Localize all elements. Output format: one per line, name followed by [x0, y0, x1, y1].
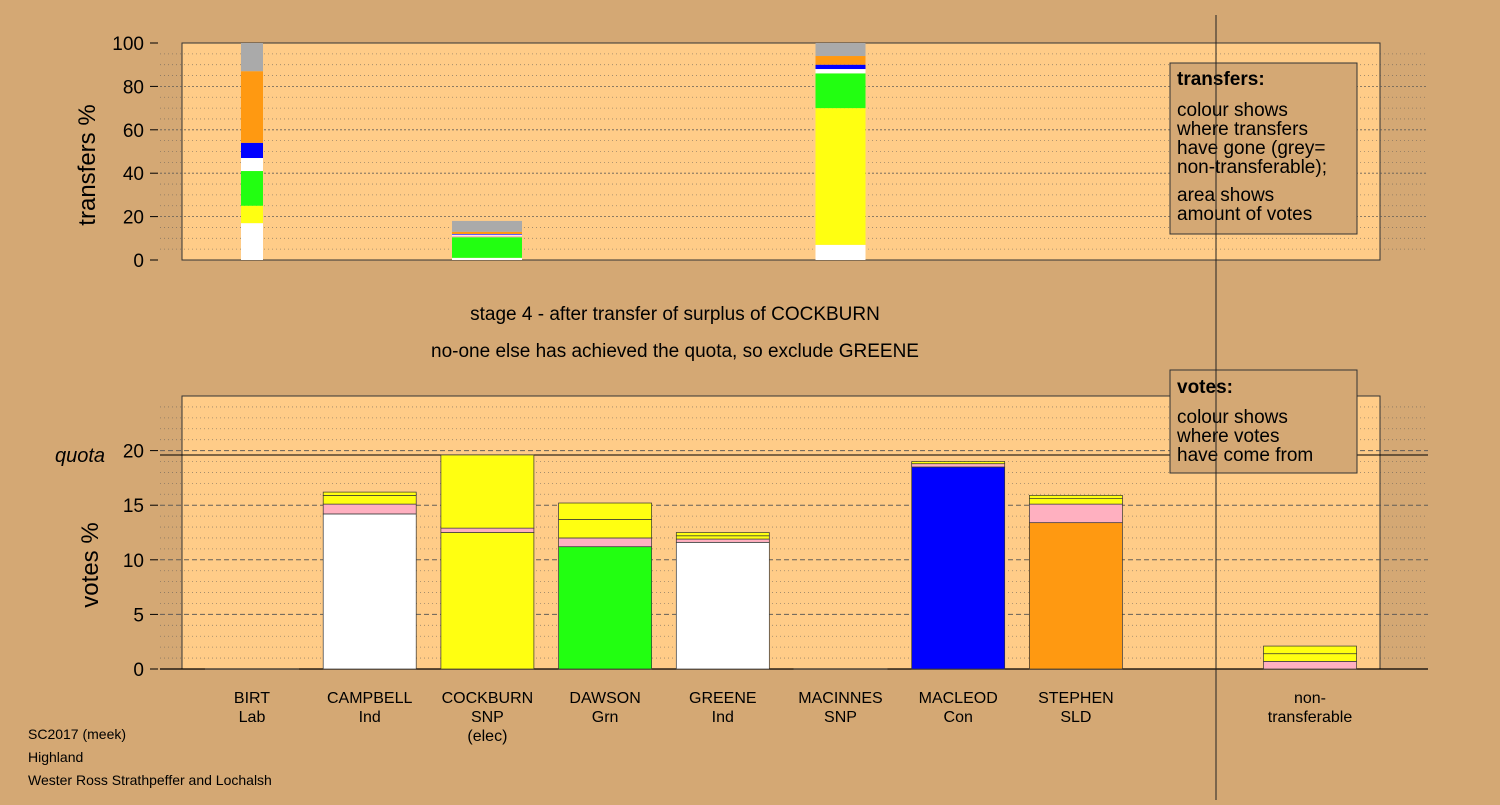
candidate-name: STEPHEN — [1038, 690, 1114, 707]
transfers-tick-label: 0 — [133, 251, 144, 272]
votes-bar-segment — [1029, 503, 1123, 524]
votes-bar-segment — [440, 532, 535, 670]
candidate-status: (elec) — [467, 728, 507, 745]
votes-tick-label: 10 — [123, 551, 144, 572]
transfers-bar-segment — [241, 171, 263, 206]
candidate-name: CAMPBELL — [327, 690, 412, 707]
transfers-bar-segment — [241, 158, 263, 172]
transfers-legend-title: transfers: — [1177, 69, 1265, 90]
transfers-legend-line: non-transferable); — [1177, 157, 1327, 178]
votes-bar-segment — [911, 463, 1006, 468]
transfers-bar-segment — [241, 205, 263, 224]
candidate-name: DAWSON — [569, 690, 640, 707]
transfers-bar-segment — [452, 231, 522, 234]
transfers-bar-segment — [815, 43, 866, 57]
transfers-tick-label: 60 — [123, 121, 144, 142]
votes-tick-label: 20 — [123, 442, 144, 463]
votes-bar-segment — [322, 513, 417, 670]
candidate-party: SNP — [824, 709, 857, 726]
transfers-legend-line: colour shows — [1177, 100, 1288, 121]
votes-bar-segment — [911, 466, 1006, 670]
candidate-party: Grn — [592, 709, 619, 726]
votes-bar-segment — [558, 502, 652, 520]
transfers-legend-line: where transfers — [1176, 119, 1308, 140]
nontransferable-bar-segment — [1263, 653, 1357, 662]
votes-legend-line: where votes — [1176, 426, 1279, 447]
votes-bar-segment — [675, 535, 770, 540]
nontransferable-bar-segment — [1263, 645, 1357, 655]
candidate-name: GREENE — [689, 690, 757, 707]
votes-bar-segment — [1029, 522, 1123, 670]
transfers-bar-segment — [815, 108, 866, 245]
transfers-bar-segment — [815, 64, 866, 70]
quota-label: quota — [55, 445, 105, 467]
transfers-bar-segment — [241, 43, 263, 72]
transfers-bar-segment — [452, 235, 522, 238]
stage-subtitle: no-one else has achieved the quota, so e… — [431, 341, 919, 362]
transfers-bar-segment — [241, 223, 263, 260]
votes-bar-segment — [558, 546, 652, 670]
candidate-party: Ind — [359, 709, 381, 726]
votes-tick-label: 0 — [133, 660, 144, 681]
transfers-bar-segment — [815, 69, 866, 74]
votes-bar-segment — [675, 538, 770, 543]
footer-election: SC2017 (meek) — [28, 726, 127, 742]
transfers-bar-segment — [241, 71, 263, 143]
transfers-tick-label: 80 — [123, 77, 144, 98]
transfers-tick-label: 100 — [112, 34, 144, 55]
transfers-bar-segment — [452, 237, 522, 258]
stage-title: stage 4 - after transfer of surplus of C… — [470, 304, 880, 325]
votes-bar-segment — [322, 491, 417, 496]
candidate-name: COCKBURN — [442, 690, 534, 707]
transfers-bar-segment — [815, 73, 866, 109]
votes-bar-segment — [675, 541, 770, 670]
votes-tick-label: 5 — [133, 605, 144, 626]
candidate-name: MACLEOD — [919, 690, 998, 707]
votes-axis-label: votes % — [77, 522, 104, 607]
candidate-party: SNP — [471, 709, 504, 726]
transfers-bar-segment — [452, 233, 522, 235]
votes-legend-box — [1169, 369, 1358, 474]
candidate-name: BIRT — [234, 690, 270, 707]
votes-bar-segment — [1029, 498, 1123, 505]
transfers-bar-segment — [452, 234, 522, 236]
nontransferable-label: non- — [1294, 690, 1326, 707]
candidate-party: Con — [944, 709, 973, 726]
nontransferable-label: transferable — [1268, 709, 1353, 726]
candidate-name: MACINNES — [798, 690, 882, 707]
transfers-legend-box — [1169, 62, 1358, 235]
votes-bar-segment — [911, 461, 1006, 465]
transfers-legend-line: area shows — [1177, 185, 1274, 206]
footer-council: Highland — [28, 749, 84, 765]
transfers-legend-line: amount of votes — [1177, 204, 1312, 225]
transfers-bar-segment — [241, 142, 263, 159]
footer-ward: Wester Ross Strathpeffer and Lochalsh — [28, 772, 272, 788]
transfers-tick-label: 40 — [123, 164, 144, 185]
transfers-bar-segment — [815, 56, 866, 65]
votes-bar-segment — [440, 454, 535, 529]
transfers-bar-segment — [815, 244, 866, 260]
votes-legend-title: votes: — [1177, 377, 1233, 398]
votes-bar-segment — [558, 519, 652, 539]
nontransferable-bar-segment — [1263, 661, 1357, 670]
transfers-bar-segment — [452, 257, 522, 260]
votes-bar-segment — [558, 537, 652, 548]
candidate-party: Ind — [712, 709, 734, 726]
votes-tick-label: 15 — [123, 496, 144, 517]
transfers-tick-label: 20 — [123, 208, 144, 229]
votes-bar-segment — [322, 495, 417, 505]
transfers-legend-line: have gone (grey= — [1177, 138, 1325, 159]
votes-bar-segment — [440, 527, 535, 533]
votes-legend-line: colour shows — [1177, 407, 1288, 428]
votes-bar-segment — [1029, 495, 1123, 499]
votes-legend-line: have come from — [1177, 445, 1313, 466]
candidate-party: Lab — [239, 709, 266, 726]
votes-bar-segment — [322, 503, 417, 515]
candidate-party: SLD — [1060, 709, 1091, 726]
votes-bar-segment — [675, 532, 770, 537]
transfers-bar-segment — [452, 220, 522, 232]
transfers-axis-label: transfers % — [74, 104, 101, 225]
